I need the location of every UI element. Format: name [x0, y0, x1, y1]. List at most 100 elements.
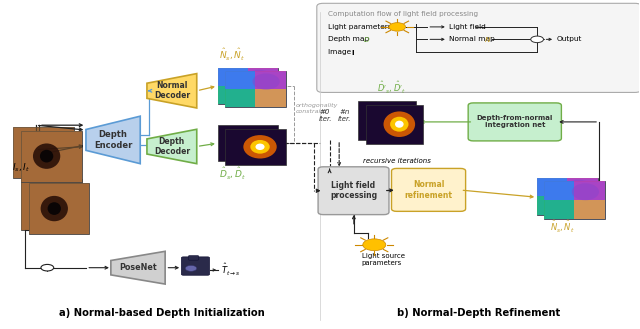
Ellipse shape — [40, 150, 53, 163]
Ellipse shape — [47, 202, 61, 215]
Text: #n
iter.: #n iter. — [337, 109, 351, 122]
Polygon shape — [147, 129, 196, 164]
Bar — [568, 178, 598, 196]
Bar — [575, 181, 605, 200]
Circle shape — [531, 36, 543, 43]
Text: $\hat{N}_s, \hat{N}_t$: $\hat{N}_s, \hat{N}_t$ — [550, 218, 575, 235]
Bar — [248, 86, 278, 104]
Bar — [29, 183, 90, 234]
Bar — [575, 200, 605, 219]
Bar — [21, 179, 82, 230]
Bar — [537, 178, 568, 196]
Polygon shape — [86, 116, 140, 164]
Bar — [225, 129, 285, 165]
Bar — [21, 179, 82, 230]
Bar — [218, 68, 248, 86]
Text: Image: Image — [328, 49, 356, 55]
Text: Normal
refinement: Normal refinement — [404, 180, 452, 200]
Bar — [13, 127, 74, 178]
Bar — [255, 71, 285, 89]
Text: Depth-from-normal
integration net: Depth-from-normal integration net — [477, 115, 553, 128]
Text: Computation flow of light field processing: Computation flow of light field processi… — [328, 11, 479, 17]
Text: orthogonality
constraint: orthogonality constraint — [296, 103, 338, 114]
Polygon shape — [147, 74, 196, 108]
Ellipse shape — [564, 180, 592, 197]
Bar — [544, 181, 605, 219]
FancyBboxPatch shape — [318, 167, 389, 215]
Bar — [225, 71, 255, 89]
Ellipse shape — [243, 135, 276, 159]
Bar — [255, 89, 285, 108]
Text: Light source
parameters: Light source parameters — [362, 253, 404, 266]
Text: Light field
processing: Light field processing — [330, 181, 377, 200]
Text: Normal
Decoder: Normal Decoder — [154, 81, 190, 100]
Bar — [13, 127, 74, 178]
Text: $\hat{T}_{t\rightarrow s}$: $\hat{T}_{t\rightarrow s}$ — [221, 262, 241, 278]
Bar — [21, 131, 82, 182]
Bar — [358, 101, 416, 140]
Text: $\mathbf{I}$: $\mathbf{I}$ — [351, 48, 355, 57]
Ellipse shape — [40, 196, 68, 221]
Ellipse shape — [383, 112, 415, 137]
Circle shape — [389, 23, 406, 31]
Bar — [248, 68, 278, 86]
Bar — [225, 71, 285, 108]
Ellipse shape — [387, 117, 396, 124]
Text: a) Normal-based Depth Initialization: a) Normal-based Depth Initialization — [59, 309, 264, 318]
Ellipse shape — [390, 117, 408, 132]
Bar — [218, 68, 278, 104]
Bar — [29, 183, 90, 234]
Ellipse shape — [33, 192, 60, 217]
Bar — [218, 125, 278, 161]
Ellipse shape — [40, 198, 53, 211]
Ellipse shape — [32, 146, 45, 159]
Text: Normal map: Normal map — [449, 36, 497, 42]
Ellipse shape — [572, 183, 599, 200]
Text: PoseNet: PoseNet — [119, 263, 157, 272]
Bar — [568, 196, 598, 215]
Ellipse shape — [26, 139, 52, 165]
FancyBboxPatch shape — [468, 103, 561, 141]
Bar — [366, 105, 424, 144]
Ellipse shape — [243, 136, 262, 150]
Text: $I_s, I_t$: $I_s, I_t$ — [12, 162, 29, 174]
Ellipse shape — [33, 143, 60, 169]
Text: #0
iter.: #0 iter. — [318, 109, 332, 122]
Circle shape — [41, 265, 54, 271]
FancyBboxPatch shape — [317, 3, 640, 92]
Text: $\hat{D}_s, \hat{D}_t$: $\hat{D}_s, \hat{D}_t$ — [219, 166, 246, 182]
Ellipse shape — [395, 121, 404, 128]
Bar — [537, 196, 568, 215]
FancyBboxPatch shape — [392, 168, 466, 211]
Text: $N$: $N$ — [484, 35, 492, 44]
Text: Depth
Encoder: Depth Encoder — [94, 130, 132, 150]
Ellipse shape — [376, 108, 408, 133]
Bar — [21, 131, 82, 182]
Ellipse shape — [245, 70, 273, 86]
Text: $D$: $D$ — [363, 35, 370, 44]
Ellipse shape — [252, 73, 280, 90]
Text: Light field: Light field — [449, 24, 486, 30]
Ellipse shape — [250, 140, 269, 154]
FancyBboxPatch shape — [181, 257, 209, 275]
Ellipse shape — [383, 113, 401, 128]
Text: recursive iterations: recursive iterations — [363, 158, 431, 164]
Ellipse shape — [255, 143, 264, 150]
Circle shape — [363, 239, 386, 251]
Bar — [218, 86, 248, 104]
Text: Light parameters: Light parameters — [328, 24, 392, 30]
Text: Output: Output — [556, 36, 582, 42]
Text: Depth
Decoder: Depth Decoder — [154, 137, 190, 156]
Polygon shape — [111, 251, 165, 284]
Text: $\hat{N}_s, \hat{N}_t$: $\hat{N}_s, \hat{N}_t$ — [220, 47, 246, 63]
Text: Depth map: Depth map — [328, 36, 372, 42]
Bar — [544, 181, 575, 200]
Bar — [544, 200, 575, 219]
Ellipse shape — [236, 132, 269, 155]
Circle shape — [185, 266, 196, 271]
Bar — [225, 89, 255, 108]
Ellipse shape — [248, 140, 257, 146]
Text: $\hat{D}'_s, \hat{D}'_t$: $\hat{D}'_s, \hat{D}'_t$ — [377, 80, 406, 96]
Bar — [537, 178, 598, 215]
Text: b) Normal-Depth Refinement: b) Normal-Depth Refinement — [397, 309, 560, 318]
